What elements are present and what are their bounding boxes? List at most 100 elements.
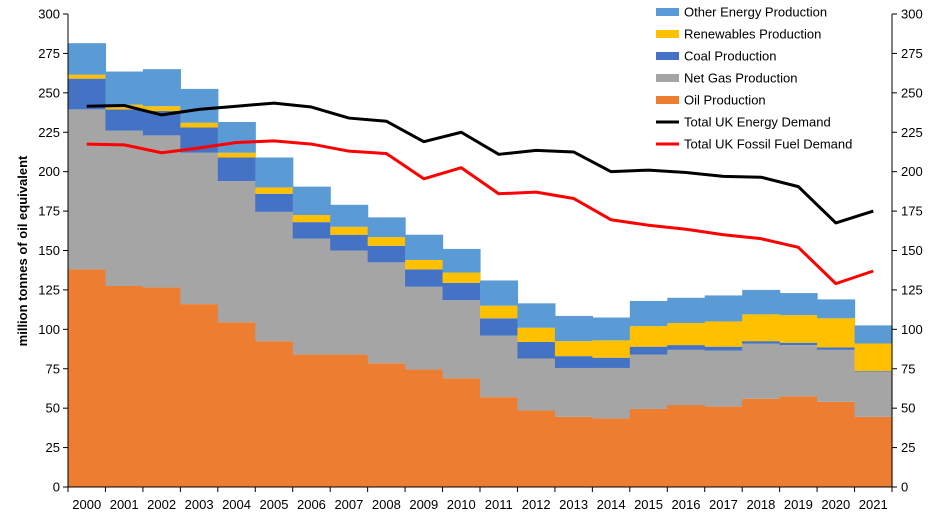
x-tick-label: 2012	[522, 497, 551, 512]
legend-label: Renewables Production	[684, 27, 821, 42]
bar-segment-other-energy-production	[180, 88, 219, 123]
bar-segment-renewables-production	[517, 327, 556, 342]
bar-segment-other-energy-production	[480, 280, 519, 306]
legend-label: Net Gas Production	[684, 71, 797, 86]
bar-segment-other-energy-production	[854, 325, 893, 344]
x-tick-label: 2000	[72, 497, 101, 512]
y-tick-label: 0	[53, 480, 60, 495]
bar-segment-other-energy-production	[68, 43, 107, 75]
x-tick-label: 2019	[784, 497, 813, 512]
bar-segment-other-energy-production	[779, 293, 818, 316]
bar-segment-coal-production	[480, 318, 519, 336]
bar-segment-other-energy-production	[442, 248, 481, 273]
bar-segment-renewables-production	[779, 315, 818, 343]
legend-swatch	[656, 52, 679, 60]
bar-segment-net-gas-production	[517, 358, 556, 411]
bar-segment-oil-production	[480, 397, 519, 487]
y-tick-label: 175	[38, 204, 60, 219]
bar-segment-oil-production	[854, 416, 893, 487]
y-tick-label: 100	[38, 322, 60, 337]
y-tick-label: 225	[38, 125, 60, 140]
x-tick-label: 2002	[147, 497, 176, 512]
legend-label: Oil Production	[684, 93, 766, 108]
legend-background	[652, 4, 882, 160]
x-tick-label: 2005	[260, 497, 289, 512]
legend-label: Total UK Fossil Fuel Demand	[684, 137, 852, 152]
x-tick-label: 2008	[372, 497, 401, 512]
bar-segment-net-gas-production	[142, 135, 181, 288]
bar-segment-renewables-production	[742, 314, 781, 342]
bar-segment-net-gas-production	[217, 181, 256, 323]
bar-segment-coal-production	[817, 347, 856, 350]
secondary-y-tick-label: 275	[901, 46, 923, 61]
bar-segment-coal-production	[105, 109, 144, 131]
legend-label: Coal Production	[684, 49, 777, 64]
bar-segment-coal-production	[405, 269, 444, 287]
x-tick-label: 2014	[597, 497, 626, 512]
bar-segment-renewables-production	[142, 106, 181, 111]
bar-segment-oil-production	[180, 304, 219, 487]
bar-segment-renewables-production	[292, 215, 331, 223]
bar-segment-net-gas-production	[367, 262, 406, 364]
y-tick-label: 75	[46, 361, 60, 376]
y-tick-label: 25	[46, 440, 60, 455]
bar-segment-renewables-production	[629, 326, 668, 347]
secondary-y-tick-label: 25	[901, 440, 915, 455]
x-tick-label: 2003	[185, 497, 214, 512]
bar-segment-other-energy-production	[554, 315, 593, 342]
bar-segment-oil-production	[405, 369, 444, 487]
bar-segment-net-gas-production	[667, 349, 706, 406]
bar-segment-other-energy-production	[592, 317, 631, 341]
bar-segment-coal-production	[592, 357, 631, 368]
secondary-y-tick-label: 175	[901, 204, 923, 219]
secondary-y-tick-label: 200	[901, 164, 923, 179]
x-tick-label: 2004	[222, 497, 251, 512]
secondary-y-tick-label: 0	[901, 480, 908, 495]
bar-segment-oil-production	[68, 269, 107, 487]
bar-segment-renewables-production	[667, 323, 706, 346]
bar-segment-net-gas-production	[442, 300, 481, 379]
bar-segment-net-gas-production	[105, 130, 144, 286]
bar-segment-net-gas-production	[480, 335, 519, 398]
secondary-y-tick-label: 300	[901, 7, 923, 22]
bar-segment-coal-production	[704, 346, 743, 351]
bar-segment-oil-production	[517, 410, 556, 487]
y-tick-label: 50	[46, 401, 60, 416]
bar-segment-renewables-production	[330, 226, 369, 235]
bar-segment-renewables-production	[180, 122, 219, 128]
secondary-y-tick-label: 50	[901, 401, 915, 416]
bar-segment-net-gas-production	[817, 349, 856, 402]
bar-segment-coal-production	[742, 341, 781, 344]
bar-segment-oil-production	[367, 363, 406, 487]
y-tick-label: 200	[38, 164, 60, 179]
bar-segment-renewables-production	[442, 272, 481, 283]
bar-segment-renewables-production	[554, 341, 593, 357]
bar-segment-oil-production	[554, 416, 593, 487]
x-tick-label: 2001	[110, 497, 139, 512]
bar-segment-net-gas-production	[854, 371, 893, 417]
x-tick-label: 2021	[859, 497, 888, 512]
bar-segment-oil-production	[217, 322, 256, 487]
secondary-y-tick-label: 250	[901, 85, 923, 100]
secondary-y-tick-label: 75	[901, 361, 915, 376]
bar-segment-coal-production	[330, 234, 369, 251]
bar-segment-renewables-production	[854, 343, 893, 372]
bar-segment-net-gas-production	[255, 211, 294, 342]
bar-segment-coal-production	[854, 371, 893, 372]
bar-segment-renewables-production	[817, 318, 856, 348]
bar-segment-net-gas-production	[330, 250, 369, 355]
legend-swatch	[656, 30, 679, 38]
bar-segment-renewables-production	[480, 305, 519, 319]
x-tick-label: 2011	[485, 497, 513, 512]
bar-segment-oil-production	[704, 406, 743, 487]
bar-segment-oil-production	[255, 341, 294, 487]
bar-segment-net-gas-production	[554, 367, 593, 417]
bar-segment-coal-production	[779, 342, 818, 346]
legend-swatch	[656, 8, 679, 16]
x-tick-label: 2018	[746, 497, 775, 512]
bar-segment-net-gas-production	[629, 354, 668, 409]
bar-segment-other-energy-production	[667, 297, 706, 324]
bar-segment-net-gas-production	[704, 350, 743, 407]
line-series-total-uk-fossil-fuel-demand	[86, 139, 874, 286]
